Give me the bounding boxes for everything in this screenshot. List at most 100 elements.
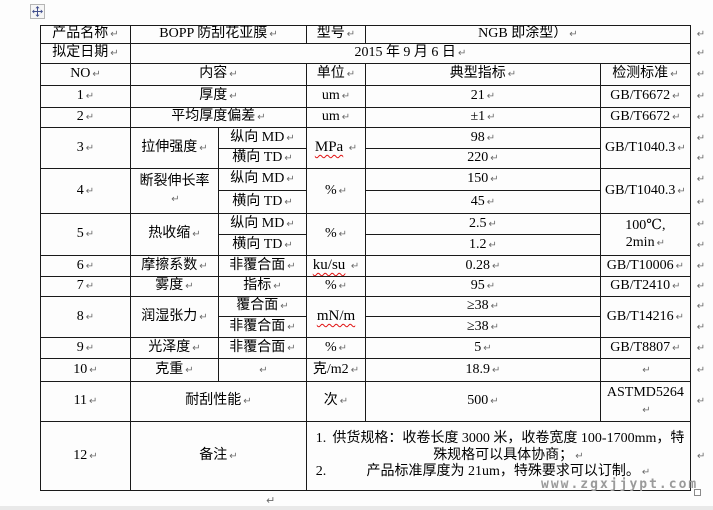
row-std[interactable]: GB/T8807 ↵ xyxy=(600,337,691,359)
row-no[interactable]: 1 ↵ xyxy=(40,85,131,108)
row-unit[interactable]: % ↵ xyxy=(306,213,366,256)
row-value[interactable]: 18.9 ↵ xyxy=(365,358,601,382)
row-unit[interactable]: um ↵ xyxy=(306,107,366,128)
col-header-value[interactable]: 典型指标 ↵ xyxy=(365,63,601,86)
end-of-cell-mark: ↵ xyxy=(110,48,119,60)
row-value-md[interactable]: 98 ↵ xyxy=(365,127,601,149)
row-no[interactable]: 8 ↵ xyxy=(40,296,131,338)
row-unit[interactable]: ku/su ↵ xyxy=(306,255,366,277)
row-content[interactable]: 雾度 ↵ xyxy=(130,276,219,297)
end-of-cell-mark: ↵ xyxy=(696,91,706,103)
product-name-label-cell[interactable]: 产品名称 ↵ xyxy=(40,25,131,44)
row-content[interactable]: 平均厚度偏差 ↵ xyxy=(130,107,307,128)
row-std[interactable]: GB/T14216 ↵ xyxy=(600,296,691,338)
row-no[interactable]: 6 ↵ xyxy=(40,255,131,277)
row-std[interactable]: ASTMD5264↵ xyxy=(600,381,691,422)
row-std-empty[interactable]: ↵ xyxy=(600,358,691,382)
row-sub[interactable]: 非覆合面 ↵ xyxy=(218,337,307,359)
row-value[interactable]: 5 ↵ xyxy=(365,337,601,359)
table-move-handle[interactable] xyxy=(30,4,45,19)
row-end-mark: ↵ xyxy=(690,338,709,359)
row-value-td[interactable]: 45 ↵ xyxy=(365,190,601,214)
row-sub[interactable]: 非覆合面 ↵ xyxy=(218,255,307,277)
row-content[interactable]: 厚度 ↵ xyxy=(130,85,307,108)
row-value[interactable]: 21 ↵ xyxy=(365,85,601,108)
row-value-md[interactable]: 2.5 ↵ xyxy=(365,213,601,235)
row-content[interactable]: 光泽度 ↵ xyxy=(130,337,219,359)
row-value[interactable]: 500 ↵ xyxy=(365,381,601,422)
row-unit[interactable]: MPa ↵ xyxy=(306,127,366,169)
row-no[interactable]: 2 ↵ xyxy=(40,107,131,128)
row-no[interactable]: 3 ↵ xyxy=(40,127,131,169)
row-value-td[interactable]: 1.2 ↵ xyxy=(365,234,601,256)
row-content[interactable]: 备注 ↵ xyxy=(130,421,307,491)
row-std[interactable]: GB/T6672 ↵ xyxy=(600,107,691,128)
end-of-cell-mark: ↵ xyxy=(696,69,706,81)
row-unit[interactable]: um ↵ xyxy=(306,85,366,108)
row-sub[interactable]: 指标 ↵ xyxy=(218,276,307,297)
row-std[interactable]: GB/T10006 ↵ xyxy=(600,255,691,277)
row-content[interactable]: 润湿张力 ↵ xyxy=(130,296,219,338)
row-sub-td[interactable]: 横向 TD ↵ xyxy=(218,190,307,214)
row-no[interactable]: 9 ↵ xyxy=(40,337,131,359)
remarks-cell[interactable]: 1. 供货规格：收卷长度 3000 米，收卷宽度 100-1700mm，特殊规格… xyxy=(306,421,691,491)
end-of-cell-mark: ↵ xyxy=(338,342,348,354)
row-value[interactable]: 95 ↵ xyxy=(365,276,601,297)
col-header-no[interactable]: NO ↵ xyxy=(40,63,131,86)
col-header-std[interactable]: 检测标准 ↵ xyxy=(600,63,691,86)
row-unit[interactable]: % ↵ xyxy=(306,337,366,359)
row-content[interactable]: 热收缩 ↵ xyxy=(130,213,219,256)
row-value[interactable]: 0.28 ↵ xyxy=(365,255,601,277)
row-unit[interactable]: % ↵ xyxy=(306,276,366,297)
row-std[interactable]: GB/T1040.3 ↵ xyxy=(600,127,691,169)
row-unit[interactable]: 克/m2 ↵ xyxy=(306,358,366,382)
row-std[interactable]: GB/T6672 ↵ xyxy=(600,85,691,108)
row-sub-empty[interactable]: ↵ xyxy=(218,358,307,382)
row-no[interactable]: 10 ↵ xyxy=(40,358,131,382)
table-resize-handle[interactable] xyxy=(694,489,701,496)
end-of-cell-mark: ↵ xyxy=(348,143,358,155)
row-sub-uncoated[interactable]: 非覆合面 ↵ xyxy=(218,316,307,338)
row-content[interactable]: 克重 ↵ xyxy=(130,358,219,382)
row-no[interactable]: 12 ↵ xyxy=(40,421,131,491)
row-std[interactable]: 100℃, 2min ↵ xyxy=(600,213,691,256)
end-of-cell-mark: ↵ xyxy=(110,29,119,41)
row-value-md[interactable]: 150 ↵ xyxy=(365,168,601,191)
date-value-cell[interactable]: 2015 年 9 月 6 日 ↵ xyxy=(130,43,691,64)
row-value-coated[interactable]: ≥38 ↵ xyxy=(365,296,601,317)
end-of-cell-mark: ↵ xyxy=(185,364,194,376)
row-content[interactable]: 断裂伸长率↵ xyxy=(130,168,219,214)
row-sub-td[interactable]: 横向 TD ↵ xyxy=(218,148,307,169)
row-no[interactable]: 4 ↵ xyxy=(40,168,131,214)
row-end-mark: ↵ xyxy=(690,317,709,338)
end-of-cell-mark: ↵ xyxy=(229,91,238,103)
product-name-value-cell[interactable]: BOPP 防刮花亚膜 ↵ xyxy=(130,25,307,44)
row-no[interactable]: 11 ↵ xyxy=(40,381,131,422)
row-no[interactable]: 5 ↵ xyxy=(40,213,131,256)
col-header-content[interactable]: 内容 ↵ xyxy=(130,63,307,86)
row-unit[interactable]: % ↵ xyxy=(306,168,366,214)
row-value-uncoated[interactable]: ≥38 ↵ xyxy=(365,316,601,338)
row-std[interactable]: GB/T1040.3 ↵ xyxy=(600,168,691,214)
col-header-unit[interactable]: 单位 ↵ xyxy=(306,63,366,86)
row-sub-coated[interactable]: 覆合面 ↵ xyxy=(218,296,307,317)
remark-text: 供货规格：收卷长度 3000 米，收卷宽度 100-1700mm，特殊规格可以具… xyxy=(332,431,685,463)
row-value-td[interactable]: 220 ↵ xyxy=(365,148,601,169)
row-content[interactable]: 拉伸强度 ↵ xyxy=(130,127,219,169)
end-of-cell-mark: ↵ xyxy=(696,218,706,230)
row-content[interactable]: 耐刮性能 ↵ xyxy=(130,381,307,422)
row-unit[interactable]: mN/m xyxy=(306,296,366,338)
row-sub-md[interactable]: 纵向 MD ↵ xyxy=(218,168,307,191)
row-sub-md[interactable]: 纵向 MD ↵ xyxy=(218,127,307,149)
row-no[interactable]: 7 ↵ xyxy=(40,276,131,297)
row-std[interactable]: GB/T2410 ↵ xyxy=(600,276,691,297)
row-unit[interactable]: 次 ↵ xyxy=(306,381,366,422)
date-label-cell[interactable]: 拟定日期 ↵ xyxy=(40,43,131,64)
model-label-cell[interactable]: 型号 ↵ xyxy=(306,25,366,44)
end-of-cell-mark: ↵ xyxy=(672,342,681,354)
row-content[interactable]: 摩擦系数 ↵ xyxy=(130,255,219,277)
model-value-cell[interactable]: NGB 即涂型） ↵ xyxy=(365,25,691,44)
row-sub-md[interactable]: 纵向 MD ↵ xyxy=(218,213,307,235)
row-sub-td[interactable]: 横向 TD ↵ xyxy=(218,234,307,256)
row-value[interactable]: ±1 ↵ xyxy=(365,107,601,128)
